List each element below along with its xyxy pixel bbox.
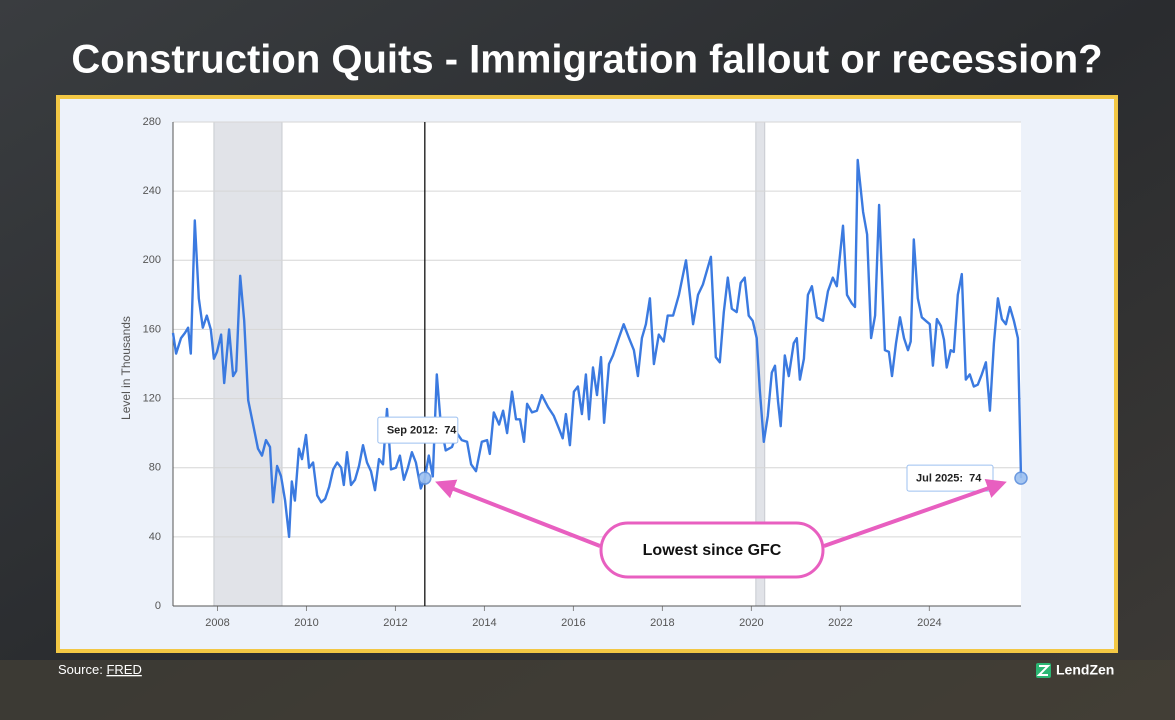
tooltip-box [377, 416, 459, 444]
source: Source: FRED [58, 662, 142, 677]
y-tick-label: 40 [149, 531, 161, 543]
x-tick-label: 2016 [561, 617, 585, 629]
x-tick-label: 2008 [205, 617, 229, 629]
y-tick-label: 240 [143, 185, 161, 197]
background-strip [0, 660, 1175, 720]
x-tick-label: 2022 [828, 617, 852, 629]
tooltip-value: 74 [444, 424, 457, 436]
y-axis-label: Level in Thousands [119, 316, 133, 420]
tooltip-text: Sep 2012: 74 [387, 424, 457, 436]
x-tick-label: 2014 [472, 617, 496, 629]
x-tick-label: 2010 [294, 617, 318, 629]
x-tick-label: 2024 [917, 617, 941, 629]
callout-arrow [435, 479, 601, 548]
source-prefix: Source: [58, 662, 103, 677]
callout-pill [599, 521, 825, 579]
brand-logo [1036, 663, 1051, 678]
plot: 0 40 80 120 160 200 240 280 2008 2010 2012 2014 2016… [143, 116, 1028, 629]
y-tick-label: 280 [143, 116, 161, 128]
tooltip-date: Sep 2012: [387, 424, 438, 436]
data-line [171, 158, 1023, 539]
y-tick-label: 80 [149, 462, 161, 474]
callout-arrow [823, 478, 1007, 548]
x-tick-label: 2018 [650, 617, 674, 629]
slide-title: Construction Quits - Immigration fallout… [71, 38, 1102, 82]
tooltip: Jul 2025: 74 [906, 464, 994, 492]
callout-text: Lowest since GFC [643, 542, 782, 559]
source-link[interactable]: FRED [106, 662, 141, 677]
y-tick-label: 0 [155, 600, 161, 612]
tooltip: Sep 2012: 74 [377, 416, 459, 444]
point-marker [418, 471, 432, 485]
tooltip-box [906, 464, 994, 492]
y-tick-label: 120 [143, 392, 161, 404]
x-tick-label: 2012 [383, 617, 407, 629]
point-marker [1014, 471, 1028, 485]
y-tick-label: 200 [143, 254, 161, 266]
tooltip-value: 74 [969, 472, 982, 484]
x-tick-label: 2020 [739, 617, 763, 629]
tooltip-date: Jul 2025: [916, 472, 963, 484]
brand: LendZen [1056, 662, 1114, 678]
y-tick-label: 160 [143, 323, 161, 335]
tooltip-text: Jul 2025: 74 [916, 472, 982, 484]
